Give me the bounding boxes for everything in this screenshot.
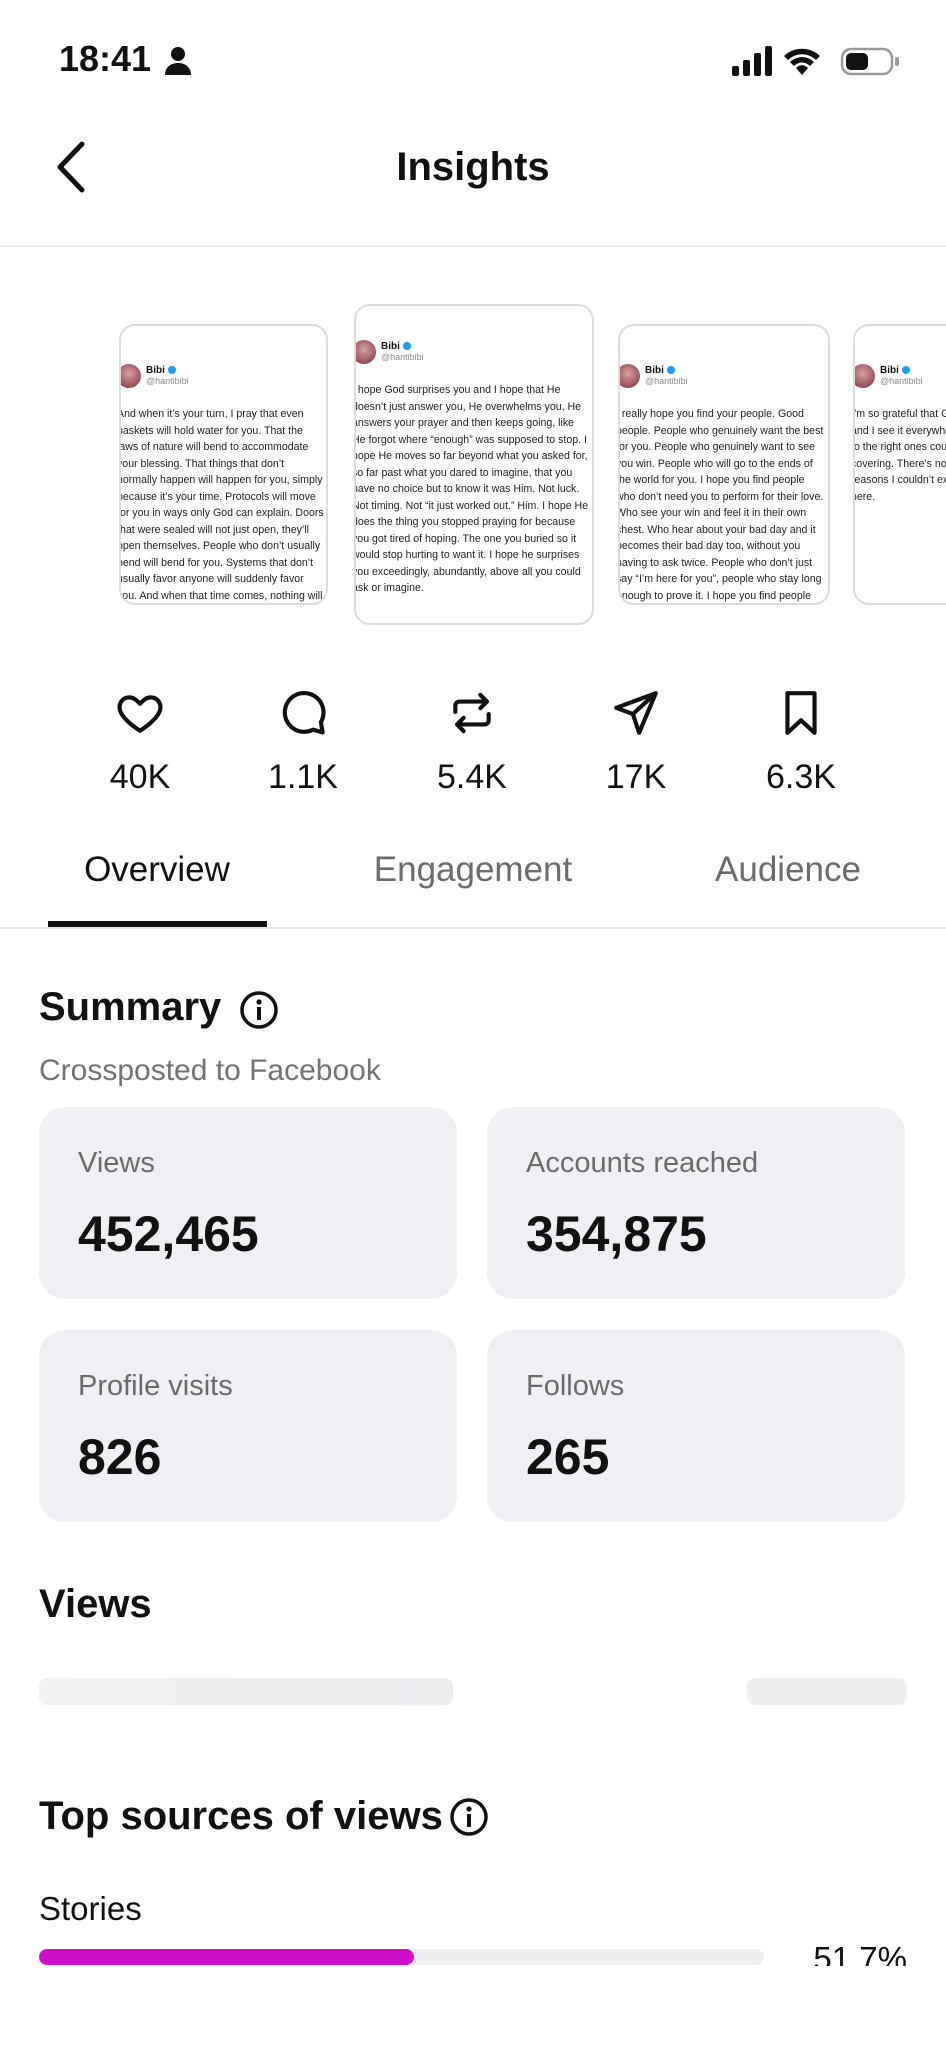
verified-badge: [167, 366, 176, 375]
author: Bibi: [381, 341, 400, 352]
stat: 6.3K: [731, 688, 871, 797]
metric-value: 826: [78, 1429, 162, 1485]
post-content: Bibi @hantibibi I hope God surprises you a…: [354, 340, 590, 597]
info-icon[interactable]: [239, 990, 279, 1030]
tab[interactable]: Engagement: [373, 850, 573, 889]
post-card[interactable]: Bibi@hantibibi I really hope you find you…: [618, 324, 830, 605]
stat-value: 1.1K: [268, 758, 338, 796]
stat-icon: [785, 691, 817, 735]
verified-badge: [901, 366, 910, 375]
post-text: And when it’s your turn, I pray that eve…: [119, 408, 324, 602]
author-name: Bibi: [645, 365, 688, 376]
author: Bibi: [146, 365, 165, 376]
author: Bibi: [880, 365, 899, 376]
avatar: [121, 364, 141, 388]
post-content: Bibi@hantibibi I’m so grateful that G han…: [853, 364, 946, 505]
handle: @hantibibi: [381, 352, 424, 362]
tab[interactable]: Audience: [715, 850, 861, 889]
stat-value: 17K: [605, 758, 667, 796]
stat-icon: [117, 695, 163, 733]
author-name: Bibi: [880, 365, 923, 376]
handle: @hantibibi: [880, 376, 923, 386]
post-card[interactable]: Bibi @hantibibi I hope God surprises you a…: [354, 304, 594, 625]
divider: [0, 927, 946, 929]
back-button[interactable]: [52, 140, 92, 194]
skeleton: [39, 1678, 453, 1705]
section-title: Top sources of views: [39, 1794, 443, 1838]
stat-icon: [282, 691, 326, 735]
author-name: Bibi: [146, 365, 189, 376]
post-text: I’m so grateful that G hands off me, not…: [853, 408, 946, 503]
post-text: I really hope you find your people. Good…: [618, 408, 824, 602]
tab[interactable]: Overview: [84, 850, 230, 889]
metric-label: Views: [78, 1147, 155, 1179]
metric-tile: Views 452,465: [39, 1107, 457, 1299]
divider: [0, 245, 946, 247]
post-author: Bibi @hantibibi: [146, 365, 189, 387]
status-icons: [732, 46, 899, 76]
verified-badge: [402, 342, 411, 351]
metric-value: 452,465: [78, 1206, 259, 1262]
post-author: Bibi @hantibibi: [880, 365, 923, 387]
info-icon[interactable]: [449, 1797, 489, 1837]
post-card[interactable]: Bibi@hantibibi And when it’s your turn, I…: [119, 324, 328, 605]
stat: 17K: [566, 688, 706, 797]
stat: 5.4K: [402, 688, 542, 797]
post-author: Bibi @hantibibi: [645, 365, 688, 387]
post-text: I hope God surprises you and I hope that…: [354, 384, 589, 594]
subtitle: Crossposted to Facebook: [39, 1054, 381, 1087]
metric-tile: Profile visits 826: [39, 1330, 457, 1522]
stat-icon: [614, 691, 658, 735]
handle: @hantibibi: [645, 376, 688, 386]
stat-icon: [453, 692, 491, 734]
post-author: Bibi @hantibibi: [381, 341, 424, 363]
handle: @hantibibi: [146, 376, 189, 386]
metric-value: 265: [526, 1429, 610, 1485]
author: Bibi: [645, 365, 664, 376]
metric-label: Accounts reached: [526, 1147, 759, 1179]
post-card[interactable]: Bibi@hantibibi I’m so grateful that G han…: [853, 324, 946, 605]
status-time: 18:41: [59, 38, 152, 79]
stat: 1.1K: [233, 688, 373, 797]
skeleton: [747, 1678, 907, 1705]
metric-tile: Accounts reached 354,875: [487, 1107, 905, 1299]
avatar: [356, 340, 376, 364]
metric-label: Follows: [526, 1370, 625, 1402]
post-header: Bibi @hantibibi: [121, 364, 324, 388]
person-icon: [165, 47, 191, 75]
bar-fill: [39, 1949, 414, 1965]
section-title: Views: [39, 1582, 152, 1626]
verified-badge: [666, 366, 675, 375]
author-name: Bibi: [381, 341, 424, 352]
bottom-fade: [0, 1966, 946, 2048]
post-header: Bibi @hantibibi: [356, 340, 590, 364]
metric-tile: Follows 265: [487, 1330, 905, 1522]
section-title: Summary: [39, 985, 222, 1029]
stat-value: 5.4K: [437, 758, 507, 796]
post-content: Bibi@hantibibi I really hope you find you…: [618, 364, 826, 603]
avatar: [855, 364, 875, 388]
tab-indicator: [48, 921, 267, 927]
stat: 40K: [70, 688, 210, 797]
post-header: Bibi @hantibibi: [855, 364, 946, 388]
post-content: Bibi@hantibibi And when it’s your turn, I…: [119, 364, 324, 603]
header-title: Insights: [396, 145, 550, 189]
stat-value: 6.3K: [766, 758, 836, 796]
source-label: Stories: [39, 1890, 142, 1927]
metric-value: 354,875: [526, 1206, 707, 1262]
post-header: Bibi @hantibibi: [620, 364, 826, 388]
avatar: [620, 364, 640, 388]
metric-label: Profile visits: [78, 1370, 233, 1402]
stat-value: 40K: [109, 758, 171, 796]
